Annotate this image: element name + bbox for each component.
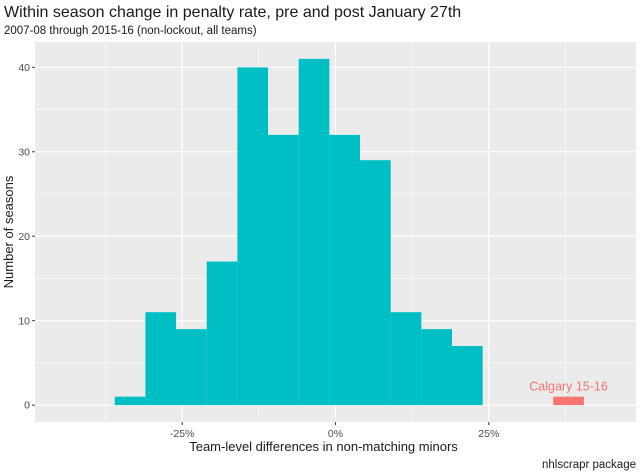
histogram-bar — [176, 329, 207, 406]
histogram-bar — [268, 134, 299, 406]
highlight-label: Calgary 15-16 — [529, 380, 608, 394]
caption: nhlscrapr package — [542, 459, 636, 471]
y-tick-label: 10 — [18, 315, 30, 327]
x-tick-label: -25% — [170, 428, 195, 440]
y-axis-ticks: 0 10 20 30 40 — [18, 62, 35, 412]
highlight-group: Calgary 15-16 — [529, 380, 608, 406]
histogram-bar — [298, 58, 330, 406]
y-tick-label: 20 — [18, 231, 30, 243]
y-tick-label: 0 — [24, 400, 30, 412]
x-axis-title: Team-level differences in non-matching m… — [189, 439, 458, 454]
y-axis-title: Number of seasons — [1, 175, 16, 288]
histogram-bars — [114, 58, 483, 406]
y-tick-label: 40 — [18, 62, 30, 74]
histogram-bar — [206, 261, 238, 406]
histogram-bar — [452, 346, 483, 406]
histogram-bar — [237, 67, 269, 406]
chart-title: Within season change in penalty rate, pr… — [4, 4, 461, 21]
x-tick-label: 25% — [478, 428, 499, 440]
histogram-bar — [329, 134, 361, 406]
x-axis-ticks: -25% 0% 25% — [170, 422, 499, 440]
histogram-bar — [390, 312, 422, 406]
y-tick-label: 30 — [18, 146, 30, 158]
highlight-bar-calgary — [553, 396, 584, 406]
histogram-bar — [145, 312, 177, 406]
histogram-bar — [114, 396, 146, 406]
chart-subtitle: 2007-08 through 2015-16 (non-lockout, al… — [4, 25, 257, 37]
histogram-bar — [421, 329, 453, 406]
x-tick-label: 0% — [328, 428, 343, 440]
histogram-bar — [360, 160, 391, 406]
